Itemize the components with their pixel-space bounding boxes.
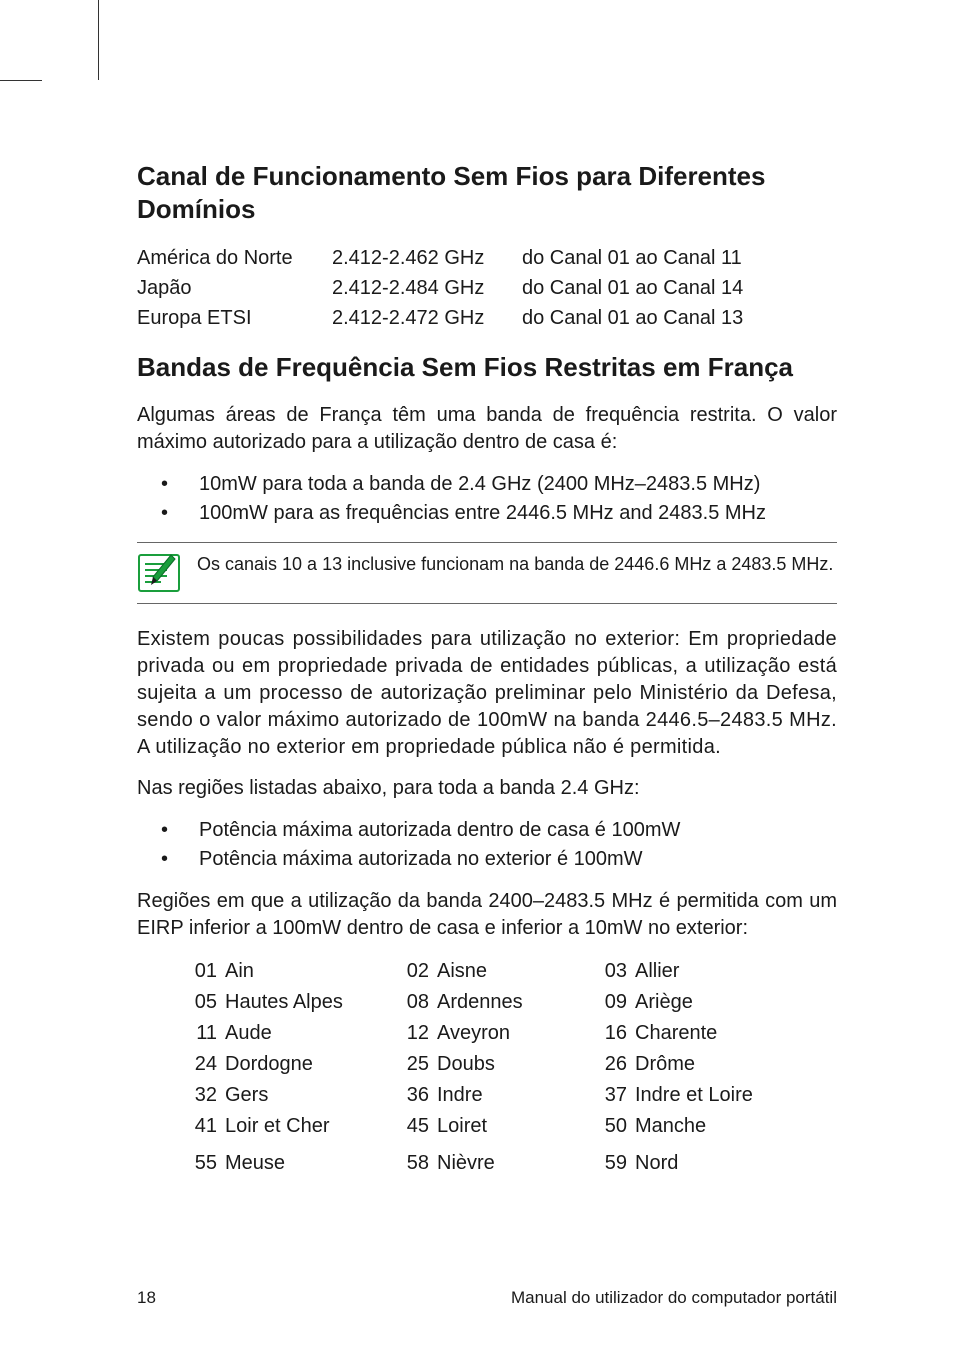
region-power-list: Potência máxima autorizada dentro de cas… [137,816,837,874]
region-name: Hautes Alpes [225,987,397,1018]
note-text: Os canais 10 a 13 inclusive funcionam na… [197,553,833,576]
region-num: 32 [185,1080,217,1111]
region-name: Manche [635,1111,837,1142]
table-row: Japão 2.412-2.484 GHz do Canal 01 ao Can… [137,273,837,303]
region-name: Loir et Cher [225,1111,397,1142]
region-num: 08 [397,987,429,1018]
region-name: Meuse [225,1148,397,1179]
region-name: Indre [437,1080,595,1111]
region-name: Aveyron [437,1018,595,1049]
heading-france-restricted: Bandas de Frequência Sem Fios Restritas … [137,351,837,384]
band-cell: 2.412-2.484 GHz [332,273,522,303]
region-cell: Europa ETSI [137,303,332,333]
region-num: 45 [397,1111,429,1142]
region-name: Gers [225,1080,397,1111]
table-row: 55 Meuse 58 Nièvre 59 Nord [185,1148,837,1179]
page-number: 18 [137,1288,156,1308]
regions-table: 01 Ain 02 Aisne 03 Allier 05 Hautes Alpes 08… [185,956,837,1179]
channel-cell: do Canal 01 ao Canal 13 [522,303,837,333]
region-num: 12 [397,1018,429,1049]
table-row: Europa ETSI 2.412-2.472 GHz do Canal 01 … [137,303,837,333]
list-item: Potência máxima autorizada no exterior é… [137,845,837,874]
region-cell: Japão [137,273,332,303]
region-num: 03 [595,956,627,987]
eirp-paragraph: Regiões em que a utilização da banda 240… [137,888,837,942]
region-name: Ain [225,956,397,987]
region-num: 55 [185,1148,217,1179]
regions-intro: Nas regiões listadas abaixo, para toda a… [137,775,837,802]
region-num: 16 [595,1018,627,1049]
list-item: 100mW para as frequências entre 2446.5 M… [137,499,837,528]
band-cell: 2.412-2.462 GHz [332,243,522,273]
table-row: 11 Aude 12 Aveyron 16 Charente [185,1018,837,1049]
crop-mark-vertical [98,0,99,80]
region-num: 59 [595,1148,627,1179]
region-name: Aisne [437,956,595,987]
region-name: Allier [635,956,837,987]
region-name: Ariège [635,987,837,1018]
region-name: Loiret [437,1111,595,1142]
channel-cell: do Canal 01 ao Canal 11 [522,243,837,273]
list-item: Potência máxima autorizada dentro de cas… [137,816,837,845]
page-footer: 18 Manual do utilizador do computador po… [137,1288,837,1308]
table-row: 05 Hautes Alpes 08 Ardennes 09 Ariège [185,987,837,1018]
crop-mark-horizontal [0,80,42,81]
region-name: Drôme [635,1049,837,1080]
intro-paragraph: Algumas áreas de França têm uma banda de… [137,402,837,456]
region-name: Charente [635,1018,837,1049]
channel-cell: do Canal 01 ao Canal 14 [522,273,837,303]
region-name: Dordogne [225,1049,397,1080]
table-row: América do Norte 2.412-2.462 GHz do Cana… [137,243,837,273]
region-name: Doubs [437,1049,595,1080]
region-name: Ardennes [437,987,595,1018]
region-num: 02 [397,956,429,987]
region-name: Aude [225,1018,397,1049]
band-cell: 2.412-2.472 GHz [332,303,522,333]
footer-title: Manual do utilizador do computador portá… [511,1288,837,1308]
table-row: 41 Loir et Cher 45 Loiret 50 Manche [185,1111,837,1142]
outdoor-paragraph: Existem poucas possibilidades para utili… [137,626,837,761]
region-num: 37 [595,1080,627,1111]
table-row: 32 Gers 36 Indre 37 Indre et Loire [185,1080,837,1111]
table-row: 24 Dordogne 25 Doubs 26 Drôme [185,1049,837,1080]
region-num: 25 [397,1049,429,1080]
region-num: 24 [185,1049,217,1080]
region-num: 41 [185,1111,217,1142]
heading-wireless-channels: Canal de Funcionamento Sem Fios para Dif… [137,160,837,225]
frequency-table: América do Norte 2.412-2.462 GHz do Cana… [137,243,837,333]
note-callout: Os canais 10 a 13 inclusive funcionam na… [137,542,837,604]
power-limits-list: 10mW para toda a banda de 2.4 GHz (2400 … [137,470,837,528]
region-num: 36 [397,1080,429,1111]
region-num: 50 [595,1111,627,1142]
region-name: Nord [635,1148,837,1179]
note-icon [137,553,181,593]
region-num: 05 [185,987,217,1018]
region-num: 01 [185,956,217,987]
table-row: 01 Ain 02 Aisne 03 Allier [185,956,837,987]
region-num: 11 [185,1018,217,1049]
region-num: 09 [595,987,627,1018]
page-content: Canal de Funcionamento Sem Fios para Dif… [137,160,837,1179]
region-num: 26 [595,1049,627,1080]
region-name: Nièvre [437,1148,595,1179]
list-item: 10mW para toda a banda de 2.4 GHz (2400 … [137,470,837,499]
region-num: 58 [397,1148,429,1179]
region-cell: América do Norte [137,243,332,273]
region-name: Indre et Loire [635,1080,837,1111]
